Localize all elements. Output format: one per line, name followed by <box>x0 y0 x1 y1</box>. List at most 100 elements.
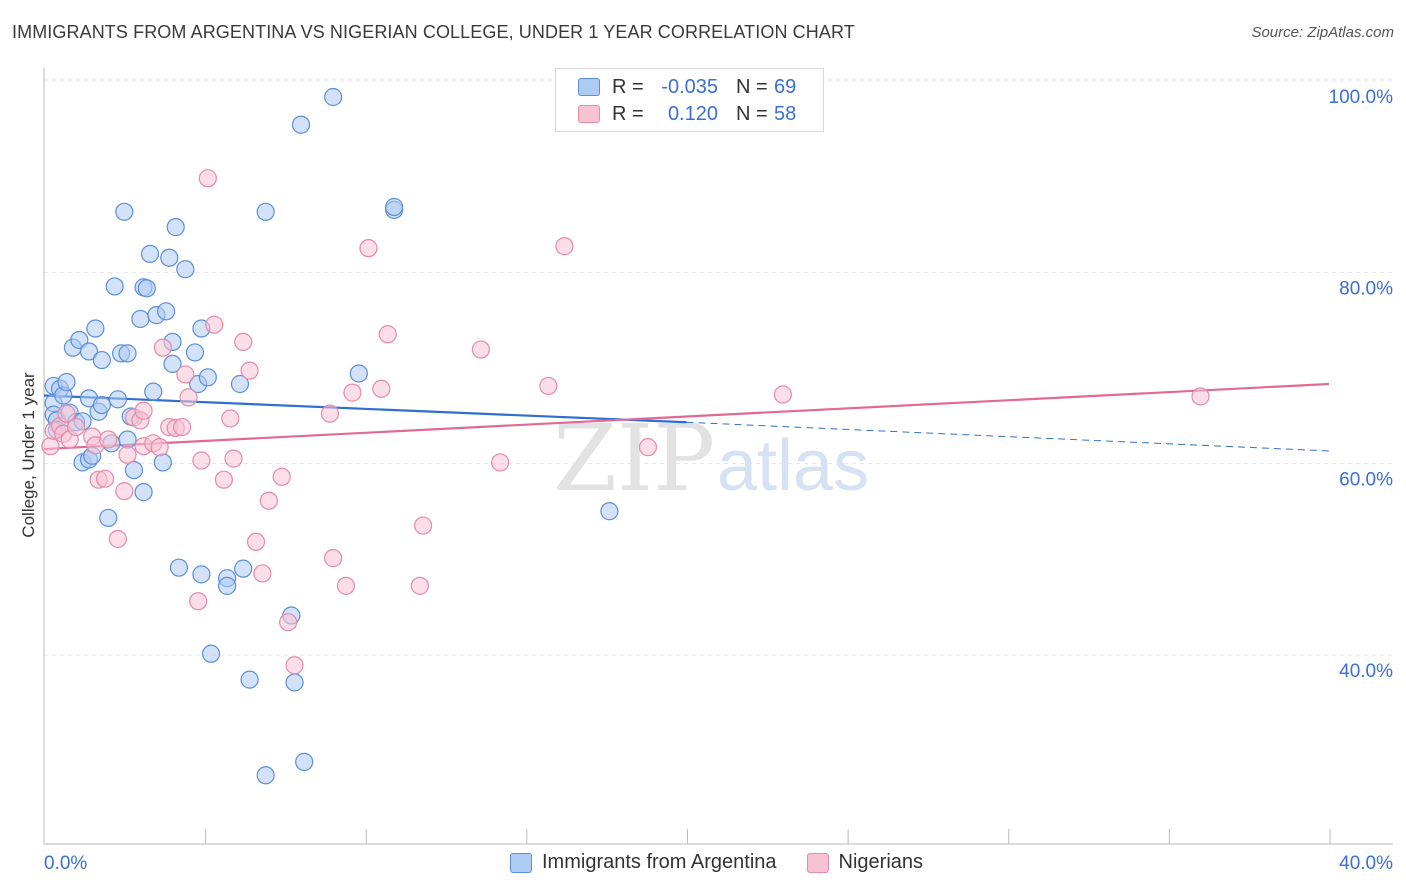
watermark-atlas: atlas <box>717 426 869 506</box>
legend-label-argentina: Immigrants from Argentina <box>542 851 777 873</box>
argentina-point <box>256 202 275 221</box>
legend-r-label: R = <box>612 102 644 125</box>
argentina-point <box>144 382 163 401</box>
nigerian-point <box>189 592 208 611</box>
argentina-point <box>57 372 76 392</box>
nigerian-point <box>638 438 658 457</box>
nigerian-point <box>173 417 192 437</box>
nigerian-point <box>95 469 115 488</box>
x-tick-label: 0.0% <box>44 853 87 874</box>
argentina-point <box>192 565 211 584</box>
nigerian-point <box>67 417 86 437</box>
legend-swatch-pink <box>578 105 600 123</box>
nigerian-point <box>378 325 397 344</box>
argentina-point <box>92 395 111 415</box>
nigerian-point <box>773 385 792 404</box>
argentina-point <box>218 576 237 595</box>
nigerian-point <box>198 169 217 188</box>
argentina-point <box>115 202 134 221</box>
nigerian-point <box>259 491 278 510</box>
data-points <box>41 87 1210 785</box>
argentina-point <box>99 508 118 528</box>
argentina-point <box>285 673 304 692</box>
argentina-point <box>185 343 205 362</box>
nigerian-point <box>214 470 233 489</box>
source-label: Source: ZipAtlas.com <box>1251 24 1394 41</box>
legend-r-label: R = <box>612 75 644 98</box>
nigerian-point <box>471 340 490 359</box>
argentina-point <box>92 350 111 370</box>
legend-item-argentina: Immigrants from Argentina <box>510 851 777 874</box>
argentina-point <box>140 244 160 263</box>
argentina-point <box>256 766 275 785</box>
nigerian-point <box>240 361 259 380</box>
legend-label-nigerians: Nigerians <box>838 851 924 873</box>
argentina-point <box>240 670 259 689</box>
legend-n-label: N = <box>736 102 768 125</box>
argentina-point <box>137 279 156 298</box>
argentina-point <box>163 354 182 374</box>
nigerian-point <box>41 437 60 456</box>
nigerian-point <box>1191 387 1210 406</box>
nigerian-point <box>192 451 211 470</box>
nigerian-point <box>221 409 240 428</box>
legend-row-argentina: R = -0.035 N = 69 <box>578 74 796 100</box>
nigerian-point <box>224 449 243 468</box>
argentina-point <box>108 390 127 409</box>
nigerian-point <box>234 332 253 352</box>
argentina-point <box>131 309 150 329</box>
argentina-point <box>134 483 153 502</box>
nigerian-point <box>176 365 195 384</box>
argentina-point <box>105 277 124 296</box>
nigerian-point <box>150 438 169 457</box>
argentina-point <box>118 430 137 449</box>
argentina-point <box>86 319 105 338</box>
argentina-point <box>230 374 250 394</box>
argentina-point <box>291 115 311 134</box>
nigerian-point <box>539 376 558 396</box>
legend-item-nigerians: Nigerians <box>806 851 924 874</box>
legend-swatch-pink <box>806 852 829 873</box>
legend-row-nigerians: R = 0.120 N = 58 <box>578 101 796 127</box>
nigerian-point <box>285 656 304 675</box>
legend-swatch-blue <box>578 78 600 96</box>
nigerian-point <box>336 576 356 595</box>
legend-n-label: N = <box>736 75 768 98</box>
nigerian-point <box>272 467 291 486</box>
legend-swatch-blue <box>510 852 532 873</box>
argentina-point <box>166 218 185 237</box>
y-axis-label: College, Under 1 year <box>19 372 38 538</box>
nigerian-point <box>359 239 378 258</box>
nigerian-point <box>343 383 362 402</box>
argentina-point <box>176 260 195 279</box>
y-tick-label: 60.0% <box>1339 470 1393 491</box>
argentina-point <box>295 752 314 771</box>
nigerian-trend-line <box>43 382 1330 451</box>
axes <box>43 68 1393 845</box>
argentina-point <box>385 197 404 217</box>
nigerian-point <box>410 576 429 595</box>
legend-n-value: 58 <box>774 102 797 125</box>
y-tick-label: 40.0% <box>1339 661 1393 682</box>
correlation-legend: R = -0.035 N = 69 R = 0.120 N = 58 <box>555 68 824 132</box>
nigerian-point <box>179 388 198 407</box>
argentina-point <box>79 342 99 361</box>
argentina-point <box>234 559 253 578</box>
nigerian-point <box>99 430 118 449</box>
argentina-point <box>201 644 221 663</box>
nigerian-point <box>115 482 134 501</box>
nigerian-point <box>555 237 574 256</box>
argentina-point <box>600 502 619 521</box>
nigerian-point <box>491 453 510 472</box>
nigerian-point <box>134 401 153 420</box>
argentina-point <box>156 302 176 321</box>
argentina-point <box>198 368 217 387</box>
legend-r-value: 0.120 <box>667 102 718 125</box>
nigerian-point <box>153 338 172 357</box>
nigerian-point <box>108 529 127 549</box>
nigerian-point <box>253 564 272 583</box>
argentina-point <box>124 461 144 480</box>
nigerian-point <box>279 613 298 632</box>
nigerian-point <box>372 379 391 398</box>
